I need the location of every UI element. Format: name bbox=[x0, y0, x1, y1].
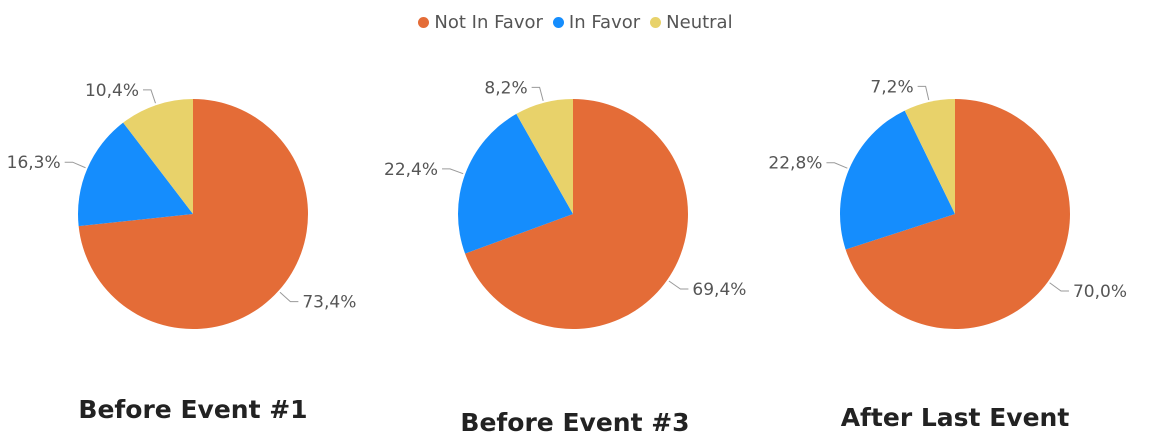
data-label-neutral-2: 8,2% bbox=[484, 78, 527, 98]
chart-legend: Not In Favor In Favor Neutral bbox=[0, 8, 1151, 36]
data-label-neutral-1: 10,4% bbox=[85, 81, 139, 101]
pie-slice-not-in-favor-3[interactable] bbox=[845, 99, 1070, 329]
leader-line-neutral-1 bbox=[142, 89, 156, 104]
data-label-not-in-favor-2: 69,4% bbox=[692, 280, 746, 300]
legend-item-in-favor[interactable]: In Favor bbox=[552, 11, 641, 33]
pie-slice-in-favor-2[interactable] bbox=[458, 113, 573, 254]
leader-line-not-in-favor-2 bbox=[668, 280, 689, 290]
legend-label-neutral: Neutral bbox=[666, 11, 733, 33]
pie-slice-not-in-favor-2[interactable] bbox=[465, 99, 688, 329]
leader-line-not-in-favor-1 bbox=[279, 291, 299, 303]
data-label-in-favor-2: 22,4% bbox=[384, 160, 438, 180]
pie-slice-neutral-3[interactable] bbox=[904, 99, 955, 214]
chart-title-after-last-event: After Last Event bbox=[840, 403, 1070, 432]
data-label-not-in-favor-1: 73,4% bbox=[302, 293, 356, 313]
leader-line-in-favor-2 bbox=[442, 168, 464, 175]
data-label-neutral-3: 7,2% bbox=[870, 77, 913, 97]
pie-slice-in-favor-1[interactable] bbox=[78, 122, 193, 227]
chart-title-before-event-3: Before Event #3 bbox=[460, 408, 690, 437]
leader-line-in-favor-1 bbox=[64, 161, 86, 169]
pie-slice-not-in-favor-1[interactable] bbox=[78, 99, 308, 329]
leader-line-not-in-favor-3 bbox=[1049, 282, 1069, 292]
data-label-in-favor-1: 16,3% bbox=[7, 153, 61, 173]
leader-line-neutral-3 bbox=[917, 85, 930, 101]
leader-line-neutral-2 bbox=[531, 86, 544, 101]
pie-slice-neutral-2[interactable] bbox=[516, 99, 573, 214]
legend-swatch-not-in-favor bbox=[418, 16, 430, 28]
leader-line-in-favor-3 bbox=[826, 162, 848, 169]
data-label-in-favor-3: 22,8% bbox=[768, 154, 822, 174]
pie-slice-in-favor-3[interactable] bbox=[840, 110, 955, 250]
legend-label-in-favor: In Favor bbox=[568, 11, 641, 33]
legend-item-not-in-favor[interactable]: Not In Favor bbox=[418, 12, 543, 33]
legend-swatch-neutral bbox=[650, 16, 662, 28]
legend-label-not-in-favor: Not In Favor bbox=[434, 11, 543, 33]
chart-title-before-event-1: Before Event #1 bbox=[78, 395, 308, 424]
data-label-not-in-favor-3: 70,0% bbox=[1073, 282, 1127, 302]
legend-swatch-in-favor bbox=[552, 16, 564, 28]
legend-item-neutral[interactable]: Neutral bbox=[650, 11, 733, 33]
pie-slice-neutral-1[interactable] bbox=[123, 99, 193, 214]
